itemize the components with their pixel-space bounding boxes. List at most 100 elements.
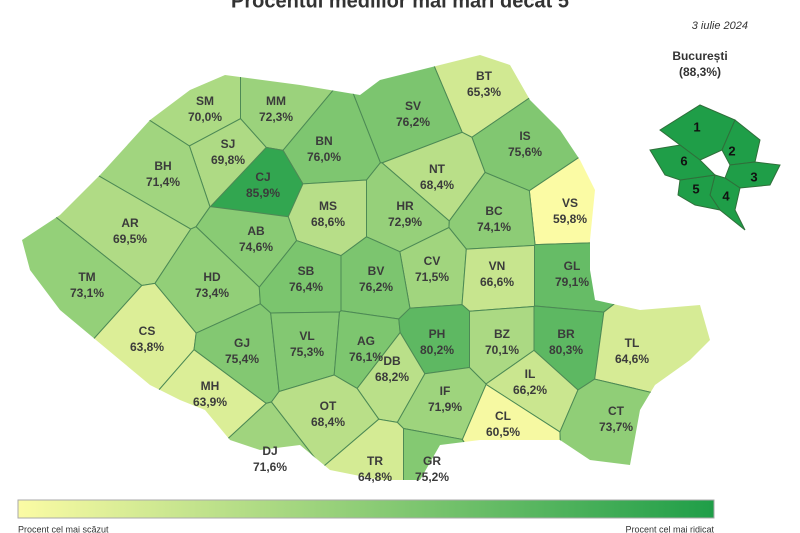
county-label: 79,1% — [555, 275, 589, 289]
county-code: CJ — [255, 170, 270, 184]
county-code: BZ — [494, 327, 510, 341]
county-code: GJ — [234, 336, 250, 350]
county-code: SM — [196, 94, 214, 108]
county-code: MM — [266, 94, 286, 108]
county-code: AR — [121, 216, 139, 230]
legend-low: Procent cel mai scăzut — [18, 524, 109, 533]
county-label: 72,3% — [259, 110, 293, 124]
county-label: 76,0% — [307, 150, 341, 164]
county-label: 80,3% — [549, 343, 583, 357]
county-code: TR — [367, 454, 383, 468]
county-label: 74,1% — [477, 220, 511, 234]
county-label: 68,4% — [420, 178, 454, 192]
county-code: CL — [495, 409, 511, 423]
county-label: 71,4% — [146, 175, 180, 189]
county-label: 73,4% — [195, 286, 229, 300]
county-label: 72,9% — [388, 215, 422, 229]
county-code: VS — [562, 196, 578, 210]
legend-bar — [17, 499, 715, 519]
county-label: 76,4% — [289, 280, 323, 294]
county-code: SB — [298, 264, 315, 278]
bucharest-name: București — [672, 49, 727, 63]
county-label: 64,6% — [615, 352, 649, 366]
county-code: HD — [203, 270, 221, 284]
bucharest-label: (88,3%) — [679, 65, 721, 79]
county-label: 63,9% — [193, 395, 227, 409]
sector-label: 6 — [680, 153, 687, 168]
county-label: 68,4% — [311, 415, 345, 429]
county-code: PH — [429, 327, 446, 341]
county-label: 66,6% — [480, 275, 514, 289]
county-code: SJ — [221, 137, 236, 151]
county-code: AB — [247, 224, 265, 238]
sector — [721, 119, 761, 166]
county-label: 74,6% — [239, 240, 273, 254]
county-label: 71,5% — [415, 270, 449, 284]
county-label: 80,2% — [420, 343, 454, 357]
county-code: CT — [608, 404, 625, 418]
county-label: 68,6% — [311, 215, 345, 229]
county-labels: SM 70,0% MM 72,3% BT 65,3% SV 76,2% SJ 69,8% BN 76,… — [70, 69, 649, 484]
county-label: 75,3% — [290, 345, 324, 359]
county-label: 75,6% — [508, 145, 542, 159]
county-label: 66,2% — [513, 383, 547, 397]
county-code: MS — [319, 199, 337, 213]
county-label: 70,1% — [485, 343, 519, 357]
county-code: DB — [383, 354, 401, 368]
sector-label: 3 — [750, 169, 757, 184]
bucharest-inset: 1 23 4 56 — [649, 104, 781, 231]
county-code: CS — [139, 324, 156, 338]
county-code: TM — [78, 270, 95, 284]
county-label: 75,4% — [225, 352, 259, 366]
county-label: 64,8% — [358, 470, 392, 484]
county-code: GL — [564, 259, 581, 273]
county-code: BV — [368, 264, 385, 278]
county-code: AG — [357, 334, 375, 348]
county-code: BR — [557, 327, 575, 341]
county-label: 85,9% — [246, 186, 280, 200]
county-label: 73,7% — [599, 420, 633, 434]
county-code: CV — [424, 254, 441, 268]
county-code: OT — [320, 399, 337, 413]
county-label: 68,2% — [375, 370, 409, 384]
county-code: SV — [405, 99, 421, 113]
county — [594, 193, 710, 429]
county-code: IL — [525, 367, 536, 381]
county-code: BC — [485, 204, 503, 218]
county-label: 76,2% — [359, 280, 393, 294]
county-label: 63,8% — [130, 340, 164, 354]
county-code: DJ — [262, 444, 277, 458]
county-code: NT — [429, 162, 446, 176]
title: Procentul mediilor mai mari decât 5 — [231, 0, 569, 12]
sector — [649, 144, 717, 181]
sector-label: 1 — [693, 119, 700, 134]
sector-label: 5 — [692, 181, 699, 196]
county-label: 76,2% — [396, 115, 430, 129]
county-code: IS — [519, 129, 530, 143]
county-code: MH — [201, 379, 220, 393]
county-label: 69,8% — [211, 153, 245, 167]
county-label: 70,0% — [188, 110, 222, 124]
sector-label: 2 — [728, 143, 735, 158]
county-label: 71,6% — [253, 460, 287, 474]
county-code: IF — [440, 384, 451, 398]
county-code: BN — [315, 134, 332, 148]
county-code: HR — [396, 199, 414, 213]
county-label: 60,5% — [486, 425, 520, 439]
county-code: BT — [476, 69, 493, 83]
county-label: 75,2% — [415, 470, 449, 484]
county-code: TL — [625, 336, 640, 350]
county-code: VN — [489, 259, 506, 273]
county-label: 69,5% — [113, 232, 147, 246]
county-label: 65,3% — [467, 85, 501, 99]
date: 3 iulie 2024 — [692, 20, 748, 32]
county-code: BH — [154, 159, 171, 173]
county-code: VL — [299, 329, 314, 343]
county-label: 59,8% — [553, 212, 587, 226]
county-label: 76,1% — [349, 350, 383, 364]
county-label: 71,9% — [428, 400, 462, 414]
sector-label: 4 — [722, 188, 730, 203]
